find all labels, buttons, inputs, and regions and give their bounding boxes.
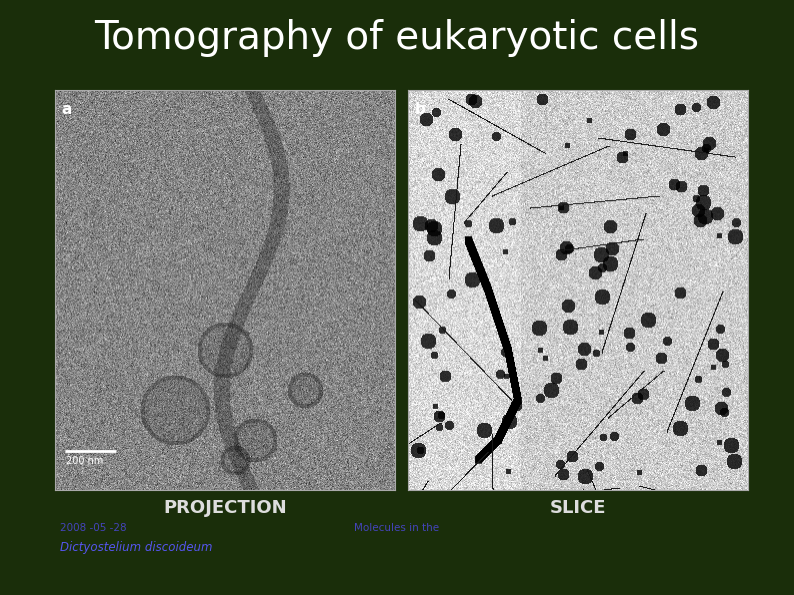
Text: Molecules in the: Molecules in the (354, 523, 440, 533)
Text: SLICE: SLICE (549, 499, 607, 517)
Text: b: b (414, 102, 426, 117)
Text: Dictyostelium discoideum: Dictyostelium discoideum (60, 541, 213, 555)
Text: Tomography of eukaryotic cells: Tomography of eukaryotic cells (94, 19, 700, 57)
Text: a: a (62, 102, 72, 117)
Text: 2008 -05 -28: 2008 -05 -28 (60, 523, 126, 533)
Text: PROJECTION: PROJECTION (164, 499, 287, 517)
Text: 200 nm: 200 nm (66, 456, 103, 466)
